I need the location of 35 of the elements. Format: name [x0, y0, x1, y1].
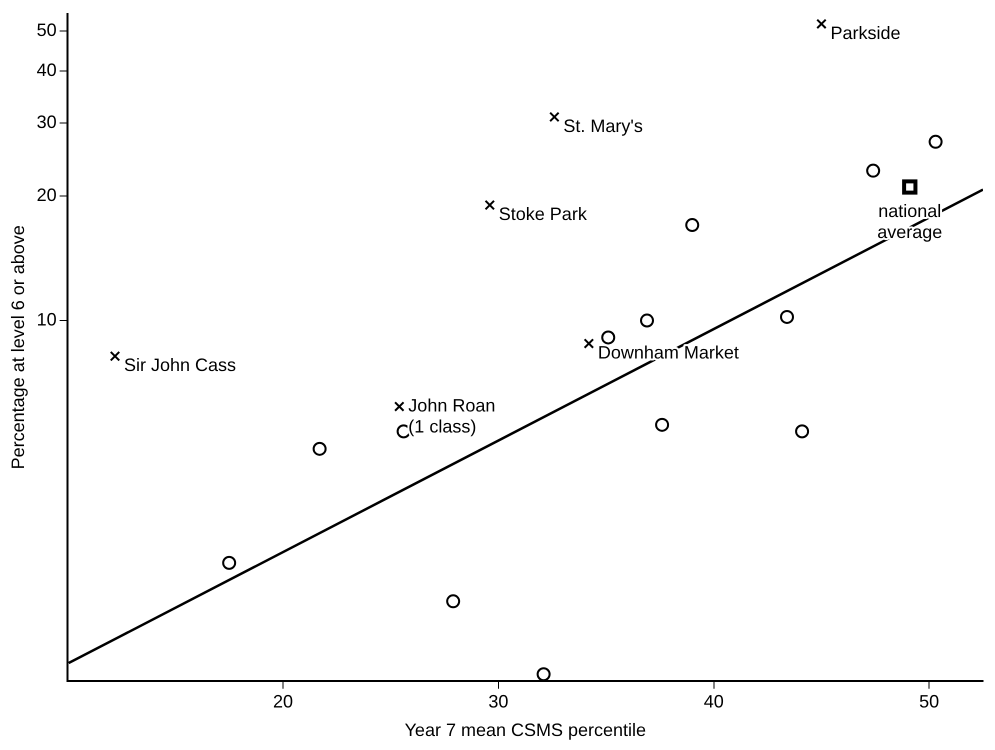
point [312, 442, 327, 456]
annotation: Sir John Cass [124, 355, 236, 376]
point [902, 179, 918, 195]
x-tick-label: 20 [272, 692, 294, 712]
y-tick-label: 40 [36, 60, 57, 80]
x-tick-label: 40 [704, 692, 724, 712]
point [484, 200, 496, 210]
y-tick-label: 30 [36, 112, 57, 132]
point [816, 18, 827, 30]
y-tick-label: 10 [36, 309, 57, 330]
annotation: Parkside [830, 22, 900, 43]
x-axis-title: Year 7 mean CSMS percentile [404, 720, 646, 740]
point [640, 314, 654, 328]
point [780, 310, 794, 324]
annotation: St. Mary's [563, 116, 643, 136]
point [110, 350, 120, 362]
point [222, 556, 236, 570]
y-tick-label: 20 [36, 184, 57, 205]
point [446, 594, 460, 608]
y-axis-title: Percentage at level 6 or above [8, 225, 28, 470]
y-tick-label: 50 [36, 20, 57, 40]
x-tick-label: 30 [488, 692, 508, 712]
point [601, 330, 616, 344]
x-tick-label: 50 [919, 692, 940, 712]
annotation: John Roan (1 class) [408, 395, 496, 436]
point [685, 218, 700, 232]
point [928, 134, 943, 149]
point [866, 164, 880, 178]
point [549, 112, 560, 122]
point [795, 424, 810, 438]
point [536, 667, 551, 681]
point [655, 418, 670, 432]
point [584, 338, 594, 349]
annotation: Stoke Park [498, 204, 588, 224]
point [394, 401, 405, 412]
